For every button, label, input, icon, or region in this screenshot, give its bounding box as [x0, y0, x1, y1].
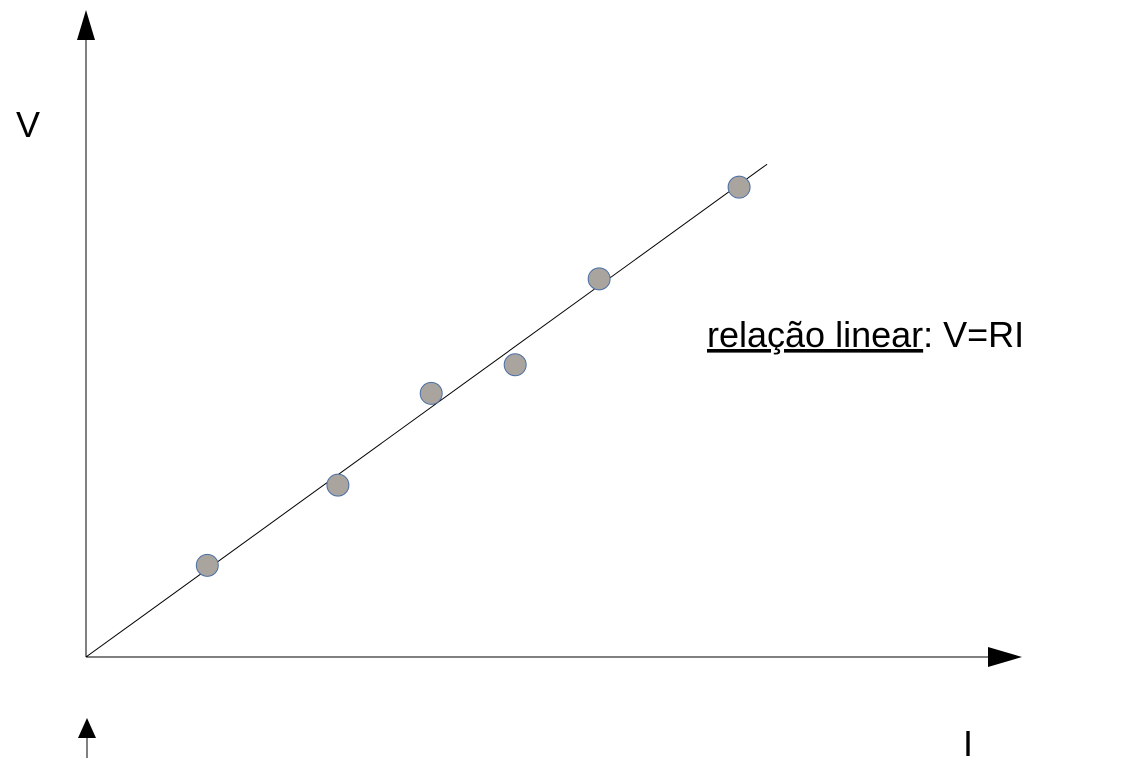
- lower-arrow-stub-icon: [78, 718, 96, 738]
- data-point: [419, 381, 443, 405]
- data-point: [587, 267, 611, 291]
- y-axis-label: V: [16, 104, 40, 145]
- data-point: [727, 175, 751, 199]
- annotation-rest: : V=RI: [923, 314, 1024, 355]
- data-points: [195, 175, 751, 577]
- fit-line-layer: [85, 163, 768, 658]
- x-axis-label: I: [963, 723, 973, 758]
- annotation-underlined: relação linear: [707, 314, 923, 355]
- y-axis-arrow-icon: [77, 10, 95, 40]
- annotation-text: relação linear: V=RI: [707, 314, 1024, 355]
- labels: V I relação linear: V=RI: [16, 104, 1024, 763]
- data-point: [326, 473, 350, 497]
- data-point: [195, 553, 219, 577]
- x-axis-arrow-icon: [988, 647, 1022, 667]
- data-point: [503, 353, 527, 377]
- axes: [77, 10, 1022, 667]
- fit-line: [85, 163, 768, 658]
